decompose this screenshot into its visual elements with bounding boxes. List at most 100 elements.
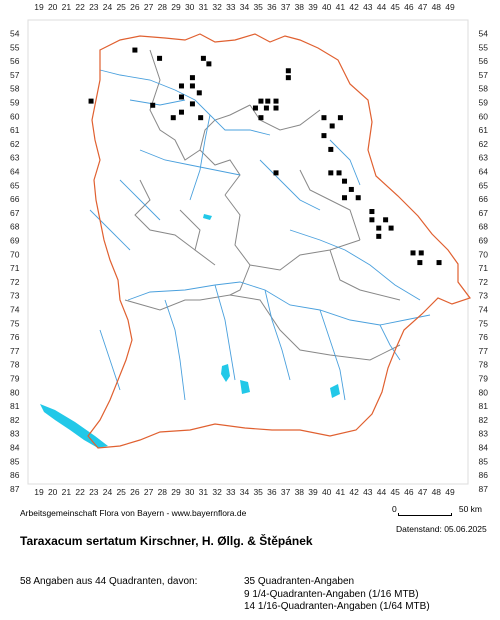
y-tick-label: 69 [479,236,489,246]
occurrence-marker [376,233,382,239]
x-tick-label: 44 [377,2,387,12]
y-tick-label: 68 [479,222,489,232]
scale-right-label: 50 km [458,504,482,514]
x-tick-label: 28 [158,487,168,497]
occurrence-marker [348,186,354,192]
y-tick-label: 71 [479,263,489,273]
y-tick-label: 62 [10,139,20,149]
x-tick-label: 21 [62,2,72,12]
x-tick-label: 29 [171,2,181,12]
x-tick-label: 36 [267,2,277,12]
occurrence-marker [383,217,389,223]
occurrence-markers [88,47,442,266]
occurrence-marker [273,170,279,176]
x-tick-label: 34 [240,487,250,497]
grid-lines [27,19,469,485]
x-tick-label: 48 [432,487,442,497]
x-tick-label: 27 [144,2,154,12]
occurrence-marker [285,68,291,74]
y-tick-label: 62 [479,139,489,149]
x-tick-label: 40 [322,2,332,12]
y-tick-label: 66 [479,194,489,204]
occurrence-marker [342,178,348,184]
x-tick-label: 36 [267,487,277,497]
occurrence-marker [369,217,375,223]
y-tick-label: 79 [10,374,20,384]
stats-line-quadrant: 35 Quadranten-Angaben [244,576,355,587]
y-tick-label: 82 [479,415,489,425]
y-tick-label: 81 [479,401,489,411]
x-tick-label: 35 [253,487,263,497]
occurrence-marker [321,115,327,121]
occurrence-marker [88,98,94,104]
y-tick-label: 67 [10,208,20,218]
x-tick-label: 27 [144,487,154,497]
occurrence-marker [273,98,279,104]
occurrence-marker [263,105,269,111]
occurrence-marker [178,109,184,115]
occurrence-marker [355,195,361,201]
x-tick-label: 45 [390,487,400,497]
x-tick-label: 38 [295,487,305,497]
y-tick-label: 68 [10,222,20,232]
y-tick-label: 65 [10,180,20,190]
x-tick-label: 23 [89,2,99,12]
y-tick-label: 54 [10,29,20,39]
x-tick-label: 25 [116,487,126,497]
y-tick-label: 77 [479,346,489,356]
x-tick-label: 49 [445,2,455,12]
y-tick-label: 85 [10,456,20,466]
x-tick-label: 23 [89,487,99,497]
x-tick-label: 28 [158,2,168,12]
occurrence-marker [410,250,416,256]
occurrence-marker [132,47,138,53]
occurrence-marker [418,250,424,256]
y-tick-label: 55 [10,42,20,52]
y-tick-label: 75 [10,318,20,328]
y-tick-label: 84 [479,443,489,453]
distribution-map: 1919202021212222232324242525262627272828… [10,2,489,497]
y-tick-label: 74 [10,305,20,315]
occurrence-marker [376,225,382,231]
occurrence-marker [189,75,195,81]
y-tick-label: 67 [479,208,489,218]
x-tick-label: 19 [34,2,44,12]
occurrence-marker [436,260,442,266]
x-tick-label: 32 [212,2,222,12]
y-tick-label: 83 [10,429,20,439]
y-tick-label: 75 [479,318,489,328]
y-tick-label: 70 [10,249,20,259]
x-tick-label: 29 [171,487,181,497]
x-tick-label: 26 [130,2,140,12]
occurrence-marker [342,195,348,201]
y-tick-label: 63 [479,153,489,163]
x-tick-label: 26 [130,487,140,497]
y-tick-label: 80 [479,387,489,397]
rivers [89,69,431,401]
y-tick-label: 87 [10,484,20,494]
occurrence-marker [170,115,176,121]
y-tick-label: 73 [479,291,489,301]
credit-line: Arbeitsgemeinschaft Flora von Bayern - w… [20,508,247,518]
y-tick-label: 85 [479,456,489,466]
x-tick-label: 24 [103,487,113,497]
x-tick-label: 30 [185,487,195,497]
y-tick-label: 60 [10,111,20,121]
bavaria-border [87,33,471,449]
x-tick-label: 38 [295,2,305,12]
y-tick-label: 59 [10,98,20,108]
y-tick-label: 82 [10,415,20,425]
x-tick-label: 46 [404,2,414,12]
occurrence-marker [206,61,212,67]
x-tick-label: 19 [34,487,44,497]
occurrence-marker [329,123,335,129]
scale-bar: 0 50 km [392,504,482,520]
occurrence-marker [388,225,394,231]
x-tick-label: 33 [226,2,236,12]
x-tick-label: 32 [212,487,222,497]
y-tick-label: 55 [479,42,489,52]
y-tick-label: 78 [479,360,489,370]
y-tick-label: 76 [479,332,489,342]
y-tick-label: 76 [10,332,20,342]
y-tick-label: 87 [479,484,489,494]
